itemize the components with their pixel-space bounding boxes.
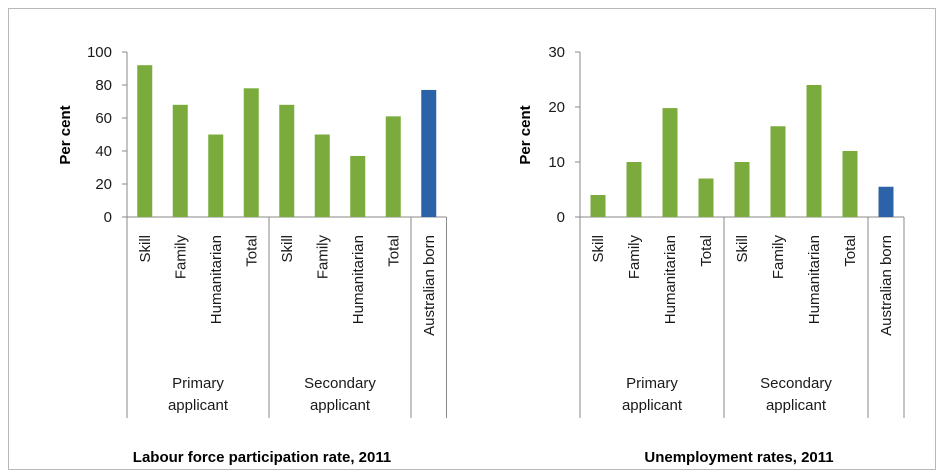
chart-title: Labour force participation rate, 2011 (133, 449, 391, 466)
bar (770, 126, 786, 217)
y-tick-label: 0 (104, 209, 112, 226)
y-axis-label: Per cent (517, 105, 534, 164)
chart-title: Unemployment rates, 2011 (644, 449, 833, 466)
y-tick-label: 20 (548, 99, 565, 116)
bar (172, 104, 188, 217)
x-category-label: Humanitarian (208, 235, 225, 324)
x-category-label: Humanitarian (350, 235, 367, 324)
bar (590, 195, 606, 217)
bar (878, 186, 894, 217)
x-category-label: Family (770, 235, 787, 280)
x-group-label: Secondary (304, 375, 376, 392)
x-category-label: Skill (734, 235, 751, 263)
y-tick-label: 80 (95, 77, 112, 94)
x-category-label: Total (243, 235, 260, 267)
bar (698, 178, 714, 217)
bar (385, 116, 401, 217)
x-group-label: applicant (622, 397, 683, 414)
x-category-label: Skill (279, 235, 296, 263)
y-tick-label: 0 (557, 209, 565, 226)
x-category-label: Total (698, 235, 715, 267)
bar (421, 89, 437, 217)
x-group-label: applicant (766, 397, 827, 414)
chart-labour-force-participation: Per cent Labour force participation rate… (57, 44, 447, 466)
x-group-label: Primary (626, 375, 678, 392)
x-group-label: Secondary (760, 375, 832, 392)
bar (806, 85, 822, 217)
x-category-label: Skill (137, 235, 154, 263)
x-group-label: Primary (172, 375, 224, 392)
x-category-label: Australian born (878, 235, 895, 336)
x-category-label: Humanitarian (806, 235, 823, 324)
bar (350, 155, 366, 217)
chart-unemployment-rates: Per cent Unemployment rates, 2011 0 10 20 3… (517, 44, 905, 466)
y-tick-label: 60 (95, 110, 112, 127)
bar (734, 162, 750, 217)
bar (137, 65, 153, 217)
bar (279, 104, 295, 217)
bar (208, 134, 224, 217)
x-group-label: applicant (310, 397, 371, 414)
bar (626, 162, 642, 217)
bar (662, 108, 678, 217)
x-group-label: applicant (168, 397, 229, 414)
x-category-label: Family (626, 235, 643, 280)
x-category-label: Family (314, 235, 331, 280)
figure-frame (8, 8, 936, 470)
x-category-label: Australian born (421, 235, 438, 336)
bar (243, 88, 259, 217)
y-tick-label: 30 (548, 44, 565, 61)
y-tick-label: 20 (95, 176, 112, 193)
x-category-label: Skill (590, 235, 607, 263)
x-category-label: Humanitarian (662, 235, 679, 324)
x-category-label: Family (172, 235, 189, 280)
bar (314, 134, 330, 217)
y-tick-label: 100 (87, 44, 112, 61)
y-tick-label: 10 (548, 154, 565, 171)
bar (842, 151, 858, 217)
x-category-label: Total (842, 235, 859, 267)
y-tick-label: 40 (95, 143, 112, 160)
y-axis-label: Per cent (57, 105, 74, 164)
x-category-label: Total (385, 235, 402, 267)
